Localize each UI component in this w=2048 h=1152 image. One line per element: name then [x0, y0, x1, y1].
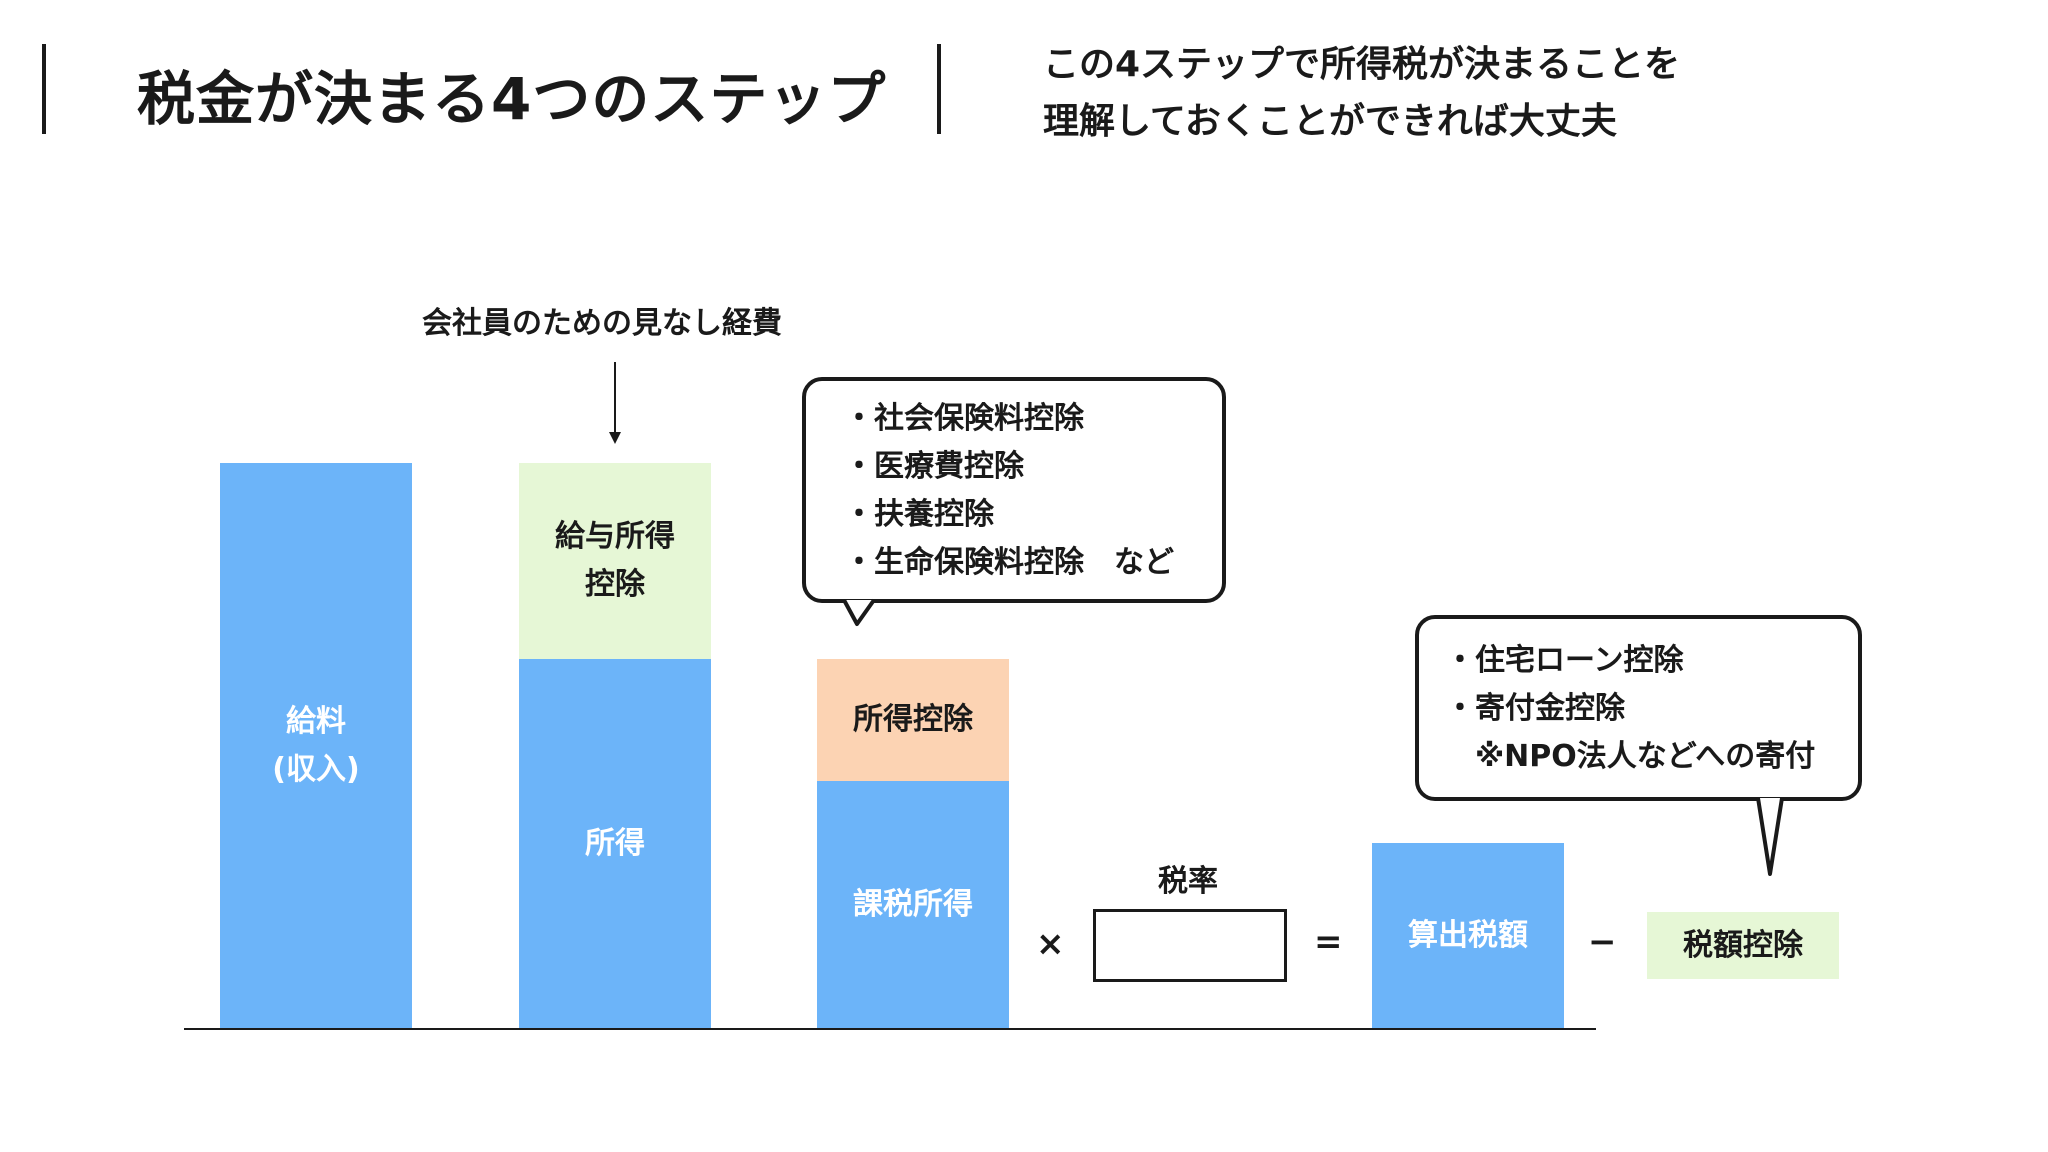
salary-deduction-block: 給与所得 控除: [519, 463, 711, 659]
computed-tax-block: 算出税額: [1372, 843, 1564, 1028]
income-deduction-block: 所得控除: [817, 659, 1009, 781]
bubble-item: ・医療費控除: [844, 449, 1024, 484]
baseline: [184, 1028, 1596, 1030]
page-subtitle: この4ステップで所得税が決まることを 理解しておくことができれば大丈夫: [1043, 36, 1680, 150]
income-deduction-bubble: ・社会保険料控除 ・医療費控除 ・扶養控除 ・生命保険料控除 など: [802, 377, 1226, 603]
tax-rate-label: 税率: [1158, 864, 1218, 899]
salary-deduction-label-1: 給与所得: [555, 519, 675, 554]
tax-credit-bubble: ・住宅ローン控除 ・寄付金控除 ※NPO法人などへの寄付: [1415, 615, 1862, 801]
bubble-item: ・扶養控除: [844, 497, 994, 532]
bubble-item: ・住宅ローン控除: [1445, 643, 1684, 678]
bubble-tail-icon: [1756, 797, 1784, 876]
income-deduction-label: 所得控除: [853, 702, 973, 737]
tax-rate-box: [1093, 909, 1287, 982]
equals-operator: =: [1314, 922, 1343, 962]
salary-label: 給料: [285, 703, 346, 739]
taxable-income-block: 課税所得: [817, 781, 1009, 1028]
subtitle-line-1: この4ステップで所得税が決まることを: [1043, 44, 1681, 85]
bubble-item: ※NPO法人などへの寄付: [1445, 739, 1816, 774]
salary-block: 給料 (収入): [220, 463, 412, 1028]
computed-tax-label: 算出税額: [1408, 917, 1528, 953]
minus-operator: −: [1588, 922, 1617, 962]
bubble-item: ・生命保険料控除 など: [844, 545, 1174, 580]
subtitle-line-2: 理解しておくことができれば大丈夫: [1043, 101, 1617, 142]
header-middle-divider: [937, 44, 941, 134]
salary-deduction-label-2: 控除: [585, 567, 645, 602]
multiply-operator: ×: [1036, 924, 1065, 964]
bubble-item: ・社会保険料控除: [844, 401, 1084, 436]
bubble-tail-icon: [842, 598, 876, 626]
income-label: 所得: [585, 825, 645, 861]
taxable-income-label: 課税所得: [853, 886, 973, 922]
annotation-deemed-expenses: 会社員のための見なし経費: [422, 306, 782, 341]
income-block: 所得: [519, 659, 711, 1028]
salary-sublabel: (収入): [272, 751, 360, 787]
header-left-divider: [42, 44, 46, 134]
down-arrow-icon: [609, 362, 621, 444]
bubble-item: ・寄付金控除: [1445, 691, 1625, 726]
tax-credit-label: 税額控除: [1683, 927, 1803, 963]
tax-credit-block: 税額控除: [1647, 912, 1839, 979]
page-title: 税金が決まる4つのステップ: [137, 65, 887, 133]
